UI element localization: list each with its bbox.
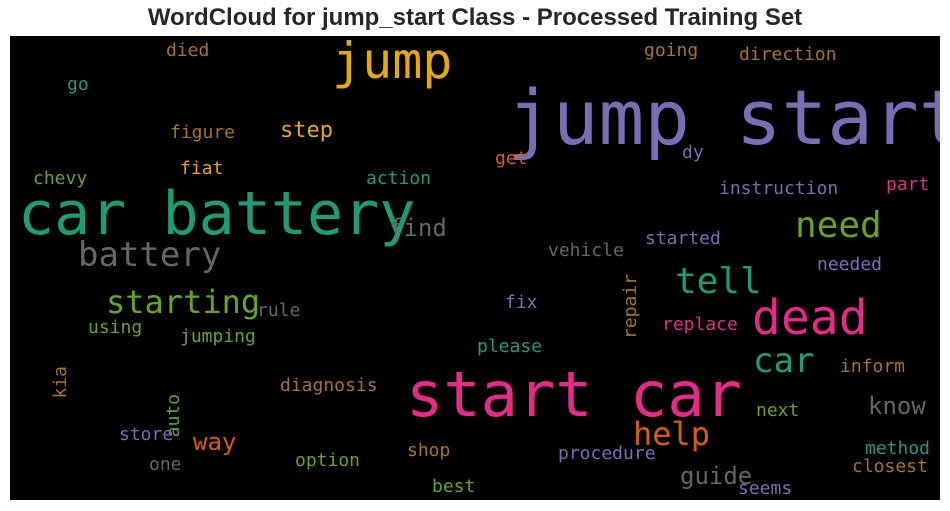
word-find: find — [389, 214, 447, 242]
word-rule: rule — [257, 300, 301, 321]
word-tell: tell — [675, 261, 762, 302]
word-store: store — [119, 424, 174, 445]
word-starting: starting — [106, 283, 261, 321]
word-get: get — [495, 148, 528, 169]
word-dead: dead — [752, 290, 868, 346]
word-one: one — [149, 454, 182, 475]
word-best: best — [432, 476, 476, 497]
word-diagnosis: diagnosis — [280, 375, 378, 396]
word-replace: replace — [662, 314, 738, 335]
word-going: going — [644, 40, 699, 61]
word-car: car — [753, 341, 815, 381]
word-procedure: procedure — [558, 443, 656, 464]
word-needed: needed — [817, 254, 883, 275]
word-option: option — [295, 450, 361, 471]
word-next: next — [756, 400, 800, 421]
word-direction: direction — [739, 44, 837, 65]
word-repair: repair — [620, 274, 641, 340]
word-guide: guide — [680, 462, 753, 490]
word-jumping: jumping — [180, 326, 256, 347]
word-chevy: chevy — [33, 168, 88, 189]
word-car-battery: car battery — [18, 179, 416, 249]
word-need: need — [795, 205, 882, 246]
word-shop: shop — [407, 440, 451, 461]
word-inform: inform — [840, 356, 906, 377]
word-kia: kia — [50, 366, 71, 399]
word-battery: battery — [78, 235, 222, 275]
word-using: using — [88, 317, 143, 338]
word-started: started — [645, 228, 721, 249]
word-help: help — [633, 415, 711, 453]
word-seems: seems — [738, 478, 793, 499]
word-know: know — [868, 392, 926, 420]
word-instruction: instruction — [719, 178, 839, 199]
word-method: method — [865, 438, 931, 459]
chart-title: WordCloud for jump_start Class - Process… — [147, 4, 803, 31]
word-died: died — [166, 40, 210, 61]
word-jump: jump — [332, 36, 453, 90]
word-figure: figure — [170, 122, 236, 143]
word-start-car: start car — [406, 358, 742, 431]
word-dy: dy — [682, 142, 704, 163]
word-vehicle: vehicle — [548, 240, 624, 261]
word-please: please — [477, 336, 543, 357]
word-fix: fix — [505, 292, 538, 313]
word-step: step — [280, 118, 333, 143]
word-fiat: fiat — [180, 158, 224, 179]
word-jump-start: jump start — [507, 73, 940, 162]
word-go: go — [67, 74, 89, 95]
word-part: part — [886, 174, 930, 195]
word-action: action — [366, 168, 432, 189]
word-way: way — [193, 428, 237, 456]
word-closest: closest — [852, 456, 928, 477]
wordcloud-canvas: jump start car battery start car jump dead ba… — [10, 36, 940, 500]
